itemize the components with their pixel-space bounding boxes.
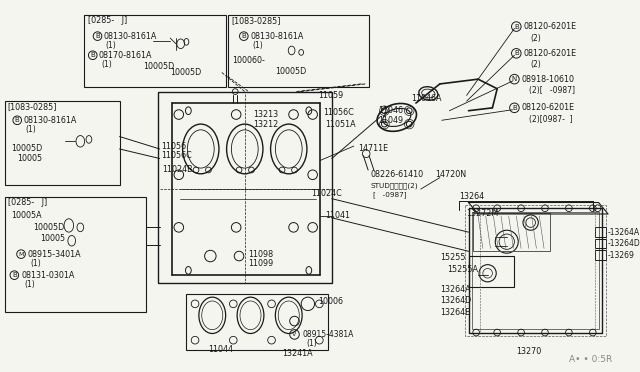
Text: 08915-4381A: 08915-4381A	[302, 330, 353, 339]
Text: STUDスタッド(2): STUDスタッド(2)	[370, 182, 418, 189]
Text: 11056: 11056	[161, 142, 187, 151]
Text: 08918-10610: 08918-10610	[521, 75, 574, 84]
Text: 15255A: 15255A	[447, 265, 479, 274]
Text: [0285-   J]: [0285- J]	[88, 16, 127, 25]
Bar	[595, 250, 606, 260]
Text: 11098: 11098	[248, 250, 274, 259]
Bar	[158, 92, 332, 283]
Text: 08120-6201E: 08120-6201E	[521, 103, 574, 112]
Text: (2): (2)	[531, 33, 541, 42]
Text: 11056C: 11056C	[323, 108, 354, 117]
Text: B: B	[514, 23, 518, 29]
Bar	[468, 256, 515, 287]
Text: 13264: 13264	[459, 192, 484, 201]
Text: B: B	[15, 117, 20, 123]
Text: 11044: 11044	[209, 345, 234, 354]
Text: 10006: 10006	[318, 298, 344, 307]
Text: B: B	[512, 105, 516, 111]
Text: 13241A: 13241A	[282, 349, 313, 358]
Text: (1): (1)	[26, 125, 36, 134]
Text: 08130-8161A: 08130-8161A	[103, 32, 157, 41]
Text: 13270: 13270	[516, 347, 541, 356]
Bar	[4, 101, 120, 185]
Text: 15255: 15255	[440, 253, 465, 263]
Text: 11099: 11099	[248, 259, 274, 268]
Text: V: V	[292, 332, 296, 337]
Text: 11024C: 11024C	[311, 189, 342, 198]
Text: (1): (1)	[252, 41, 263, 50]
Text: 11046A: 11046A	[411, 94, 442, 103]
Text: 08120-6201E: 08120-6201E	[523, 22, 576, 31]
Text: 13272M: 13272M	[467, 209, 499, 218]
Text: 08120-6201E: 08120-6201E	[523, 49, 576, 58]
Text: 10005D: 10005D	[170, 68, 202, 77]
Text: B: B	[12, 272, 17, 278]
Text: -13269: -13269	[608, 251, 635, 260]
Text: (1): (1)	[24, 280, 35, 289]
Text: 10005D: 10005D	[33, 223, 65, 232]
Text: 13264E: 13264E	[440, 308, 470, 317]
Text: [1083-0285]: [1083-0285]	[8, 102, 57, 111]
Bar	[472, 212, 598, 329]
Bar	[228, 15, 369, 87]
Text: 14720N: 14720N	[435, 170, 466, 179]
Text: [0285-   J]: [0285- J]	[8, 198, 47, 207]
Bar	[186, 294, 328, 350]
Text: (2)[0987-  ]: (2)[0987- ]	[529, 115, 572, 124]
Text: 11059: 11059	[318, 91, 344, 100]
Text: [   -0987]: [ -0987]	[373, 192, 406, 198]
Text: 10005D: 10005D	[143, 62, 175, 71]
Text: 08131-0301A: 08131-0301A	[21, 271, 74, 280]
Text: M: M	[19, 251, 24, 257]
Text: 10005D: 10005D	[275, 67, 307, 76]
Text: 10005: 10005	[17, 154, 42, 163]
Text: B: B	[90, 52, 95, 58]
Text: 11046: 11046	[378, 106, 403, 115]
Text: N: N	[512, 76, 517, 82]
Text: 11049: 11049	[378, 116, 403, 125]
Text: 08915-3401A: 08915-3401A	[28, 250, 81, 259]
Bar	[595, 227, 606, 237]
Bar	[4, 197, 147, 311]
Text: (1): (1)	[105, 41, 116, 50]
Text: 11056C: 11056C	[161, 151, 193, 160]
Text: 14711E: 14711E	[358, 144, 388, 154]
Text: (1): (1)	[31, 259, 42, 268]
Text: (2): (2)	[531, 60, 541, 69]
Text: [1083-0285]: [1083-0285]	[232, 16, 281, 25]
Text: 11024B: 11024B	[163, 166, 193, 174]
Text: (1): (1)	[306, 339, 317, 347]
Text: 10005A: 10005A	[12, 211, 42, 220]
Bar	[595, 239, 606, 248]
Text: 10005: 10005	[40, 234, 65, 243]
Text: 11041: 11041	[325, 211, 350, 220]
Text: -13264A: -13264A	[608, 228, 640, 237]
Text: B: B	[95, 33, 100, 39]
Text: 100060-: 100060-	[232, 55, 265, 64]
Text: (1): (1)	[101, 60, 112, 69]
Bar	[84, 15, 226, 87]
Text: (2)[   -0987]: (2)[ -0987]	[529, 86, 575, 95]
Text: 13212: 13212	[253, 119, 278, 129]
Text: 11051A: 11051A	[325, 119, 356, 129]
Text: 13264A: 13264A	[440, 285, 470, 294]
Text: B: B	[241, 33, 246, 39]
Text: B: B	[514, 50, 518, 56]
Text: 08130-8161A: 08130-8161A	[250, 32, 304, 41]
Bar	[474, 213, 550, 251]
Text: 08170-8161A: 08170-8161A	[99, 51, 152, 60]
Text: -13264D: -13264D	[608, 239, 640, 248]
Text: 13213: 13213	[253, 110, 278, 119]
Text: 13264D: 13264D	[440, 296, 471, 305]
Text: 10005D: 10005D	[12, 144, 43, 154]
Text: 08226-61410: 08226-61410	[370, 170, 423, 179]
Text: A• • 0:5R: A• • 0:5R	[569, 355, 612, 364]
Text: 08130-8161A: 08130-8161A	[24, 116, 77, 125]
